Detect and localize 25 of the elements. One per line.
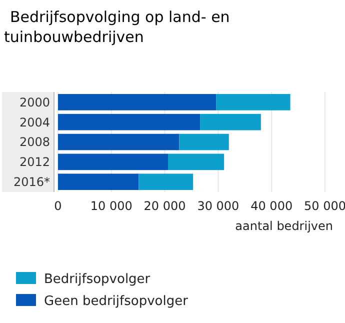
bar (58, 114, 200, 130)
x-tick-label: 40 000 (250, 199, 293, 213)
bar (216, 94, 290, 110)
bar (200, 114, 261, 130)
bar (58, 94, 216, 110)
y-tick-label: 2016* (13, 175, 50, 190)
bar (58, 154, 168, 170)
x-tick-label: 20 000 (144, 199, 186, 213)
bar (138, 174, 194, 190)
x-tick-label: 30 000 (197, 199, 240, 213)
legend-label: Geen bedrijfsopvolger (44, 294, 189, 309)
y-tick-label: 2004 (19, 115, 50, 130)
x-tick-label: 10 000 (90, 199, 132, 213)
chart-title: Bedrijfsopvolging op land- en tuinbouwbedrijven (4, 8, 230, 46)
bar (179, 134, 229, 150)
y-tick-label: 2000 (19, 95, 50, 110)
bar (58, 174, 139, 190)
y-tick-label: 2012 (19, 155, 50, 170)
x-tick-label: 50 000 (304, 199, 345, 213)
bar (168, 154, 224, 170)
legend-label: Bedrijfsopvolger (44, 272, 151, 287)
x-tick-label: 0 (54, 199, 62, 213)
y-tick-label: 2008 (19, 135, 50, 150)
bar (58, 134, 180, 150)
x-axis-title: aantal bedrijven (235, 219, 333, 233)
